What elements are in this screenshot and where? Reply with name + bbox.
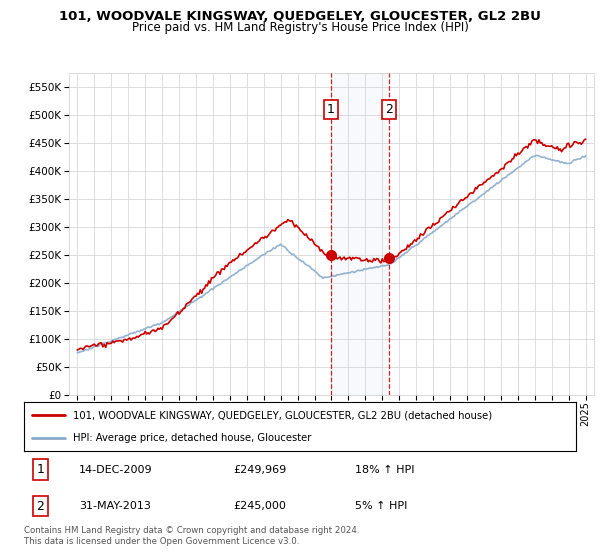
Text: 1: 1 — [37, 463, 44, 476]
Text: 5% ↑ HPI: 5% ↑ HPI — [355, 501, 407, 511]
Text: 14-DEC-2009: 14-DEC-2009 — [79, 465, 153, 475]
Text: 2: 2 — [385, 102, 393, 116]
Text: 1: 1 — [327, 102, 335, 116]
Text: Contains HM Land Registry data © Crown copyright and database right 2024.
This d: Contains HM Land Registry data © Crown c… — [24, 526, 359, 546]
Text: 18% ↑ HPI: 18% ↑ HPI — [355, 465, 415, 475]
Text: HPI: Average price, detached house, Gloucester: HPI: Average price, detached house, Glou… — [73, 433, 311, 444]
Text: 101, WOODVALE KINGSWAY, QUEDGELEY, GLOUCESTER, GL2 2BU: 101, WOODVALE KINGSWAY, QUEDGELEY, GLOUC… — [59, 10, 541, 23]
Text: £249,969: £249,969 — [234, 465, 287, 475]
Text: 31-MAY-2013: 31-MAY-2013 — [79, 501, 151, 511]
Text: 2: 2 — [37, 500, 44, 512]
Text: 101, WOODVALE KINGSWAY, QUEDGELEY, GLOUCESTER, GL2 2BU (detached house): 101, WOODVALE KINGSWAY, QUEDGELEY, GLOUC… — [73, 410, 492, 421]
Bar — [331, 73, 389, 395]
Text: Price paid vs. HM Land Registry's House Price Index (HPI): Price paid vs. HM Land Registry's House … — [131, 21, 469, 34]
Text: £245,000: £245,000 — [234, 501, 287, 511]
